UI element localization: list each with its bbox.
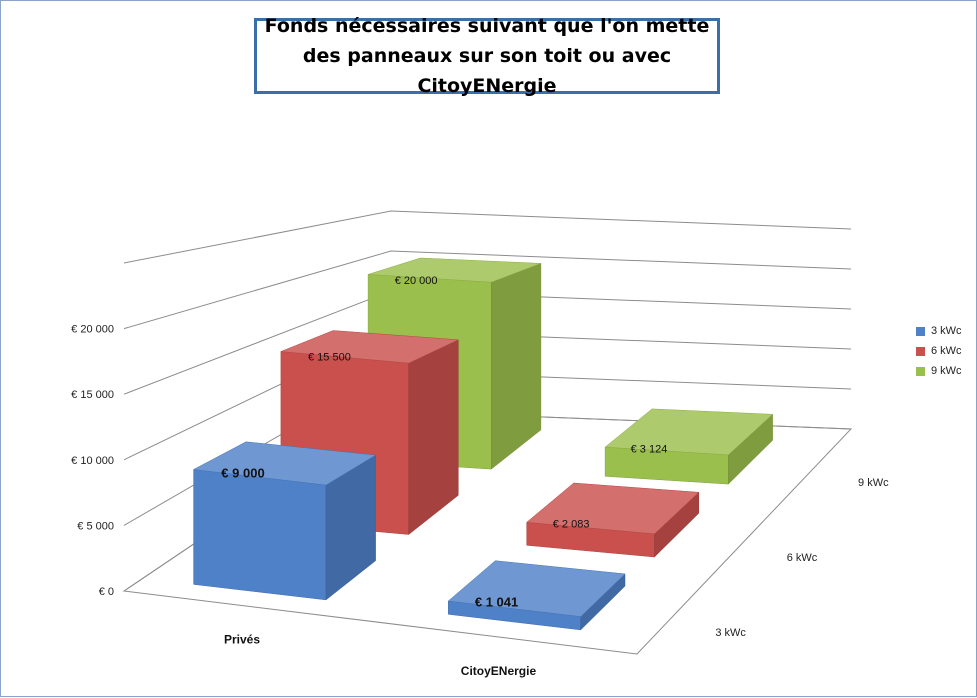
category-label: Privés [224,632,260,646]
y-tick-label: € 15 000 [71,389,114,401]
legend-swatch [916,366,925,376]
bar-top-face [280,330,460,364]
legend-swatch [916,346,925,356]
bar-6-kWc-1 [526,482,700,558]
bar-top-face [604,408,774,456]
legend: 3 kWc 6 kWc 9 kWc [916,321,962,381]
bar-top-face [526,482,700,535]
bar-front-face [193,469,327,601]
y-tick-label: € 0 [99,586,114,598]
category-label: CitoyENergie [461,664,537,678]
data-label: € 3 124 [631,443,668,455]
data-label: € 1 041 [475,595,518,610]
bar-3-kWc-1 [447,560,626,631]
data-label: € 9 000 [221,466,264,481]
bar-3-kWc-0 [192,441,377,601]
bar-9-kWc-1 [604,408,774,485]
y-tick-label: € 5 000 [77,520,114,532]
legend-swatch [916,326,925,336]
legend-label: 3 kWc [931,325,962,337]
y-tick-label: € 20 000 [71,324,114,336]
gridline [123,250,852,330]
depth-axis-label: 3 kWc [715,627,746,639]
bar-top-face [447,560,626,617]
legend-item: 3 kWc [916,321,962,341]
data-label: € 20 000 [395,275,438,287]
gridline [123,210,852,264]
chart-title: Fonds nécessaires suivant que l'on mette… [254,15,720,97]
bar-top-face [368,257,541,283]
legend-label: 9 kWc [931,365,962,377]
legend-item: 6 kWc [916,341,962,361]
depth-axis-label: 9 kWc [858,477,889,489]
y-tick-label: € 10 000 [71,455,114,467]
bar-top-face [192,441,377,486]
depth-axis-label: 6 kWc [787,552,818,564]
legend-item: 9 kWc [916,361,962,381]
data-label: € 2 083 [553,519,590,531]
legend-label: 6 kWc [931,345,962,357]
data-label: € 15 500 [308,352,351,364]
